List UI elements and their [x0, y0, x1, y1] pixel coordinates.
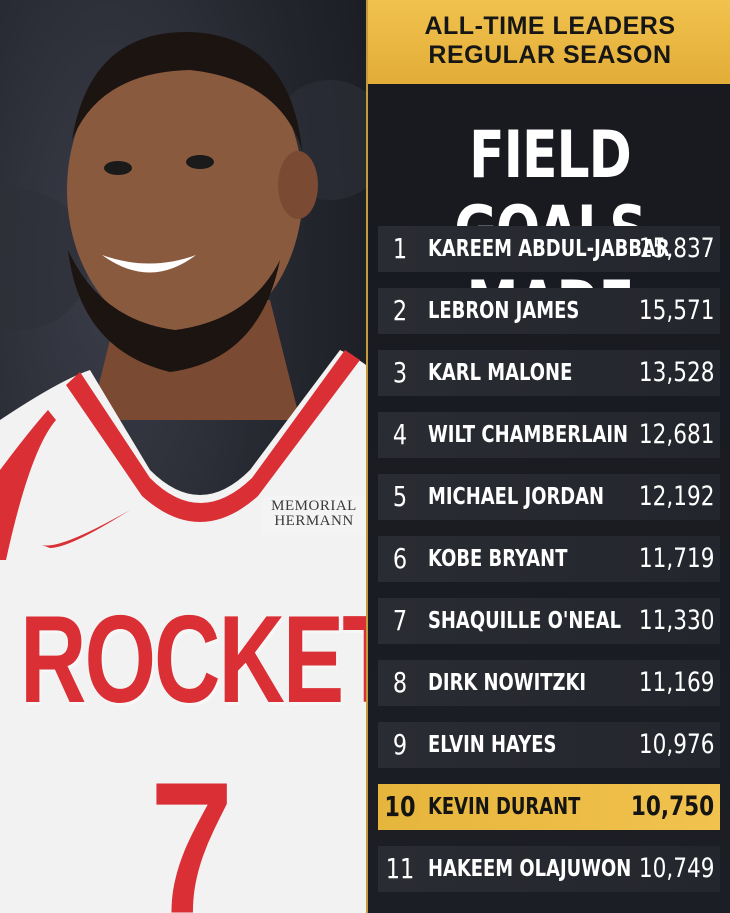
leader-row: 11 HAKEEM OLAJUWON 10,749: [378, 846, 720, 892]
sponsor-line2: HERMANN: [274, 513, 354, 529]
leader-rank: 1: [392, 232, 408, 265]
header-banner: ALL-TIME LEADERS REGULAR SEASON: [368, 0, 730, 84]
leader-rank: 8: [392, 666, 408, 699]
leader-row: 6 KOBE BRYANT 11,719: [378, 536, 720, 582]
leader-name: WILT CHAMBERLAIN: [428, 422, 629, 448]
leader-name: ELVIN HAYES: [428, 732, 557, 758]
leader-row: 1 KAREEM ABDUL-JABBAR 15,837: [378, 226, 720, 272]
leader-rank: 4: [392, 418, 408, 451]
header-line2: REGULAR SEASON: [428, 41, 672, 69]
leader-value: 10,976: [638, 729, 714, 760]
leader-row: 4 WILT CHAMBERLAIN 12,681: [378, 412, 720, 458]
jersey-number: 7: [150, 742, 234, 913]
leader-rank: 5: [392, 480, 408, 513]
leaderboard-panel: ALL-TIME LEADERS REGULAR SEASON FIELD GO…: [366, 0, 730, 913]
leader-value: 11,169: [638, 667, 714, 698]
leader-row: 5 MICHAEL JORDAN 12,192: [378, 474, 720, 520]
leader-row-highlighted: 10 KEVIN DURANT 10,750: [378, 784, 720, 830]
leader-row: 7 SHAQUILLE O'NEAL 11,330: [378, 598, 720, 644]
leader-rank: 9: [392, 728, 408, 761]
leader-value: 10,749: [638, 853, 714, 884]
player-photo: MEMORIAL HERMANN ROCKETS 7: [0, 0, 366, 913]
leader-value: 10,750: [630, 791, 714, 822]
leader-value: 15,837: [638, 233, 714, 264]
leader-row: 3 KARL MALONE 13,528: [378, 350, 720, 396]
jersey-team-name: ROCKETS: [20, 591, 366, 730]
header-line1: ALL-TIME LEADERS: [424, 12, 676, 40]
leader-value: 12,192: [638, 481, 714, 512]
leader-name: SHAQUILLE O'NEAL: [428, 608, 622, 634]
leader-name: LEBRON JAMES: [428, 298, 580, 324]
sponsor-line1: MEMORIAL: [271, 498, 357, 514]
leader-row: 2 LEBRON JAMES 15,571: [378, 288, 720, 334]
leader-name: KARL MALONE: [428, 360, 573, 386]
leader-name: DIRK NOWITZKI: [428, 670, 587, 696]
leader-rank: 2: [392, 294, 408, 327]
jersey-sponsor-patch: MEMORIAL HERMANN: [262, 496, 366, 535]
leader-name: HAKEEM OLAJUWON: [428, 856, 632, 882]
player-illustration: [0, 31, 366, 913]
leader-name: KEVIN DURANT: [428, 794, 581, 820]
leader-name: KAREEM ABDUL-JABBAR: [428, 236, 670, 262]
leader-rank: 7: [392, 604, 408, 637]
leader-row: 9 ELVIN HAYES 10,976: [378, 722, 720, 768]
leader-name: KOBE BRYANT: [428, 546, 568, 572]
leader-rank: 3: [392, 356, 408, 389]
leader-rank: 11: [385, 852, 415, 885]
leader-value: 12,681: [638, 419, 714, 450]
leader-name: MICHAEL JORDAN: [428, 484, 605, 510]
leader-value: 13,528: [638, 357, 714, 388]
leader-value: 11,719: [638, 543, 714, 574]
leader-value: 11,330: [638, 605, 714, 636]
leader-rank: 6: [392, 542, 408, 575]
leader-rank: 10: [384, 790, 416, 823]
leader-value: 15,571: [638, 295, 714, 326]
leaders-list: 1 KAREEM ABDUL-JABBAR 15,837 2 LEBRON JA…: [378, 226, 720, 908]
leader-row: 8 DIRK NOWITZKI 11,169: [378, 660, 720, 706]
